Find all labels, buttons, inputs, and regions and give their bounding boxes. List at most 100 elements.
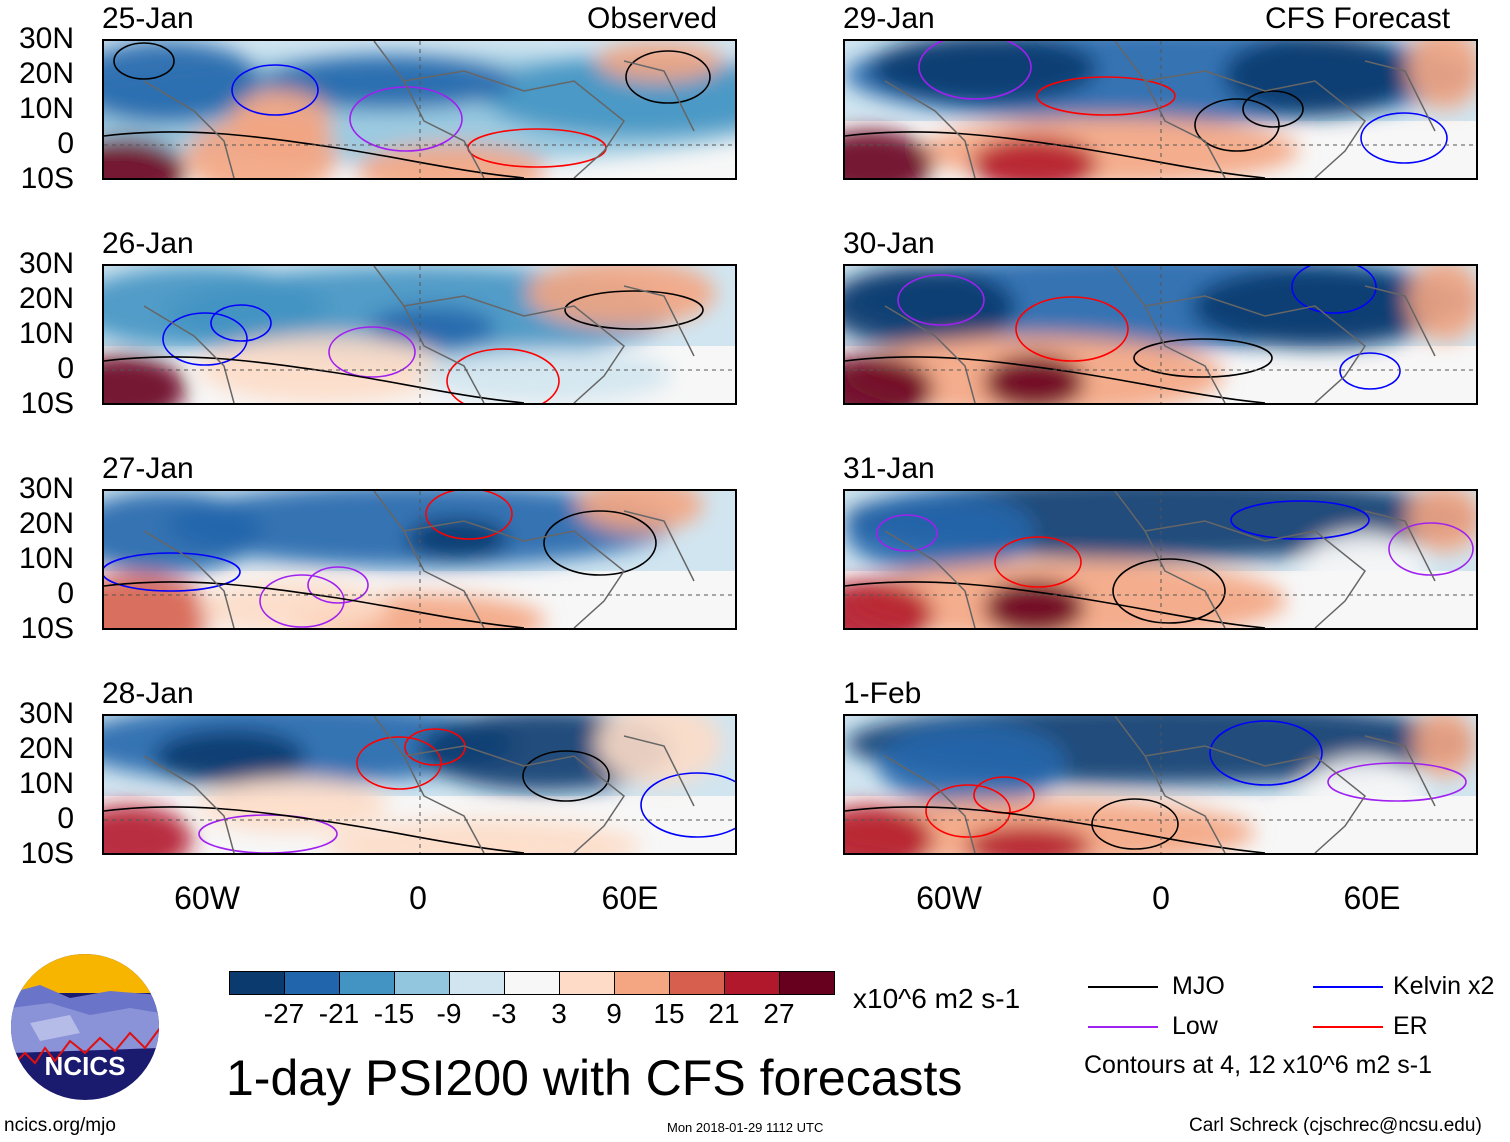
contour-line [210, 304, 272, 342]
psi-anomaly-region [845, 355, 934, 403]
logo-text: NCICS [45, 1051, 126, 1081]
y-tick-label: 10N [18, 767, 74, 800]
mjo-contour [104, 356, 525, 403]
colorbar-tick-label: -3 [491, 998, 517, 1029]
mjo-contour [104, 806, 525, 853]
contour-line [1291, 266, 1377, 314]
psi-anomaly-region [845, 491, 1035, 574]
psi-anomaly-region [845, 266, 1016, 349]
panel-date-label: 28-Jan [102, 677, 194, 710]
observed-label: Observed [587, 2, 718, 35]
colorbar-tick-label: 3 [551, 998, 567, 1029]
psi-anomaly-region [1406, 491, 1476, 553]
colorbar-swatch [450, 972, 505, 994]
contour-line [1036, 76, 1176, 116]
mjo-contour [845, 581, 1266, 628]
x-tick-label: 60W [916, 880, 982, 916]
y-tick-label: 10S [20, 387, 74, 420]
psi-anomaly-region [356, 143, 546, 178]
y-tick-label: 0 [57, 802, 74, 835]
panel-date-label: 1-Feb [843, 677, 922, 710]
map-panel-29-jan [843, 39, 1478, 180]
footer-url[interactable]: ncics.org/mjo [4, 1115, 116, 1136]
colorbar-swatch [560, 972, 615, 994]
contour-line [1242, 90, 1304, 128]
psi-anomaly-region [104, 136, 187, 178]
psi-anomaly-region [1406, 41, 1476, 110]
contour-line [198, 814, 338, 853]
contour-line [876, 514, 938, 552]
psi-anomaly-region [870, 41, 1098, 103]
contour-line [1112, 558, 1226, 624]
psi-anomaly-region [876, 722, 1066, 806]
contour-line [1133, 338, 1273, 378]
y-tick-label: 10S [20, 162, 74, 195]
psi-anomaly-region [845, 580, 934, 628]
contour-line [543, 510, 657, 576]
psi-anomaly-region [1406, 266, 1476, 342]
psi-anomaly-region [104, 355, 187, 403]
legend-low-label: Low [1172, 1012, 1218, 1040]
contour-line [1091, 798, 1179, 850]
psi-anomaly-region [324, 818, 641, 853]
psi-anomaly-region [596, 41, 723, 83]
coastline [884, 716, 1436, 853]
colorbar-swatch [340, 972, 395, 994]
contour-line [231, 64, 319, 116]
psi-anomaly-region [577, 491, 704, 533]
psi-anomaly-region [198, 334, 452, 403]
colorbar [229, 971, 835, 995]
psi-anomaly-region [983, 580, 1085, 628]
contour-line [328, 326, 416, 378]
coastline [143, 716, 695, 853]
panel-date-label: 29-Jan [843, 2, 935, 35]
legend-kelvin-line [1313, 986, 1383, 988]
psi-anomaly-region [230, 88, 332, 158]
psi-anomaly-region [261, 54, 515, 110]
y-tick-label: 20N [18, 732, 74, 765]
psi-anomaly-region [369, 307, 496, 349]
psi-anomaly-region [1192, 266, 1445, 349]
x-tick-label: 0 [1152, 880, 1170, 916]
colorbar-tick-label: 15 [653, 998, 685, 1029]
contour-line [1327, 762, 1467, 802]
contour-line [104, 552, 241, 592]
coastline [143, 266, 695, 403]
y-tick-label: 30N [18, 22, 74, 55]
legend-kelvin-label: Kelvin x2 [1393, 972, 1495, 1000]
psi-anomaly-region [1299, 532, 1426, 615]
contour-line [1339, 352, 1401, 390]
y-tick-label: 30N [18, 697, 74, 730]
contour-line [1230, 500, 1370, 540]
mjo-contour [104, 131, 525, 178]
contour-line [1388, 522, 1474, 576]
contour-line [522, 750, 610, 802]
contour-line [259, 574, 345, 628]
colorbar-tick-label: -15 [373, 998, 415, 1029]
colorbar-swatch [725, 972, 780, 994]
contour-line [113, 42, 175, 80]
panel-date-label: 30-Jan [843, 227, 935, 260]
contour-line [356, 736, 442, 790]
y-tick-label: 10N [18, 92, 74, 125]
contour-line [625, 50, 711, 104]
forecast-label: CFS Forecast [1265, 2, 1451, 35]
mjo-contour [845, 356, 1266, 403]
map-panel-1-feb [843, 714, 1478, 855]
colorbar-swatch [615, 972, 670, 994]
colorbar-swatch [285, 972, 340, 994]
panel-date-label: 31-Jan [843, 452, 935, 485]
panel-date-label: 26-Jan [102, 227, 194, 260]
ncics-logo: NCICS [10, 953, 160, 1101]
psi-anomaly-region [964, 825, 1092, 853]
psi-anomaly-region [971, 136, 1098, 178]
map-panel-30-jan [843, 264, 1478, 405]
psi-anomaly-region [198, 580, 388, 628]
psi-anomaly-region [198, 777, 388, 833]
legend-mjo-line [1088, 986, 1158, 988]
coastline [143, 491, 695, 628]
y-tick-label: 20N [18, 57, 74, 90]
colorbar-swatch [670, 972, 725, 994]
psi-anomaly-region [526, 266, 717, 328]
coastline [884, 266, 1436, 403]
